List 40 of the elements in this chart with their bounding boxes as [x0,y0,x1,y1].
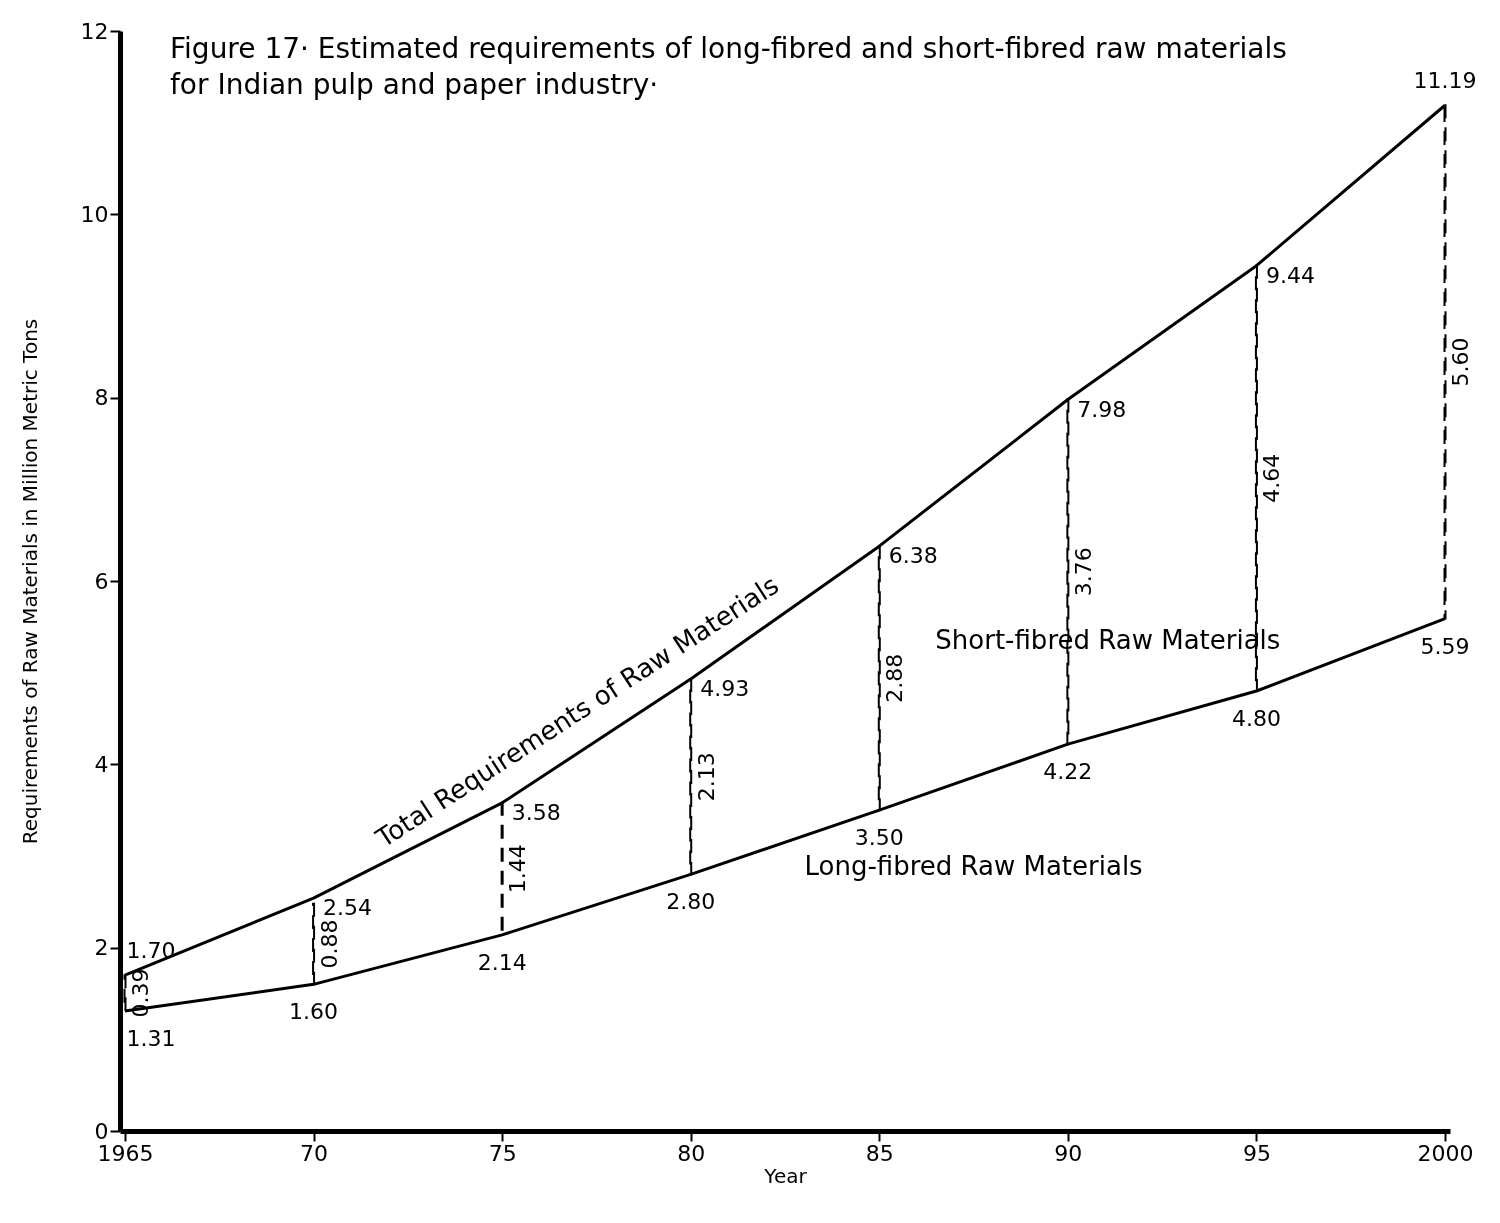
data-label: 0.88 [316,919,342,969]
data-label: 2.88 [882,653,908,703]
x-axis-title: Year [763,1163,808,1188]
x-tick-label: 70 [300,1140,329,1166]
data-label: 4.80 [1231,706,1281,731]
data-label: 3.50 [854,825,904,851]
data-label: 4.93 [700,676,750,702]
data-label: 1.31 [126,1025,176,1051]
x-tick-label: 80 [677,1140,706,1166]
bar [689,678,693,876]
bar [312,902,316,986]
y-axis-title: Requirements of Raw Materials in Million Metric Tons [17,318,42,845]
data-label: 2.80 [666,889,716,915]
x-tick-label: 75 [488,1140,517,1166]
data-label: 4.64 [1259,453,1285,503]
data-label: 5.59 [1420,633,1470,659]
data-label: 2.14 [477,949,527,975]
data-label: 4.22 [1043,759,1093,785]
y-tick-label: 6 [94,568,109,594]
data-label: 2.13 [693,752,719,802]
x-tick-label: 85 [865,1140,894,1166]
data-label: 3.76 [1070,547,1096,597]
data-label: 1.60 [289,999,339,1025]
data-label: 7.98 [1077,396,1127,422]
series-label: Long-fibred Raw Materials [804,851,1143,882]
data-label: 1.44 [505,844,531,894]
data-label: 11.19 [1413,68,1477,94]
x-tick-label: 95 [1242,1140,1271,1166]
x-tick-label: 90 [1054,1140,1083,1166]
y-tick-label: 12 [80,18,109,44]
data-label: 5.60 [1448,337,1473,387]
data-label: 9.44 [1265,262,1315,288]
y-tick-label: 10 [80,201,109,227]
y-tick-label: 8 [94,385,109,411]
data-label: 2.54 [323,895,373,921]
x-tick-label: 2000 [1417,1140,1474,1166]
text: Figure 17· Estimated requirements of long-fibred and short-fibred raw materials for Indian pulp and paper industry· [170,32,1287,101]
data-label: 6.38 [888,543,938,569]
y-tick-label: 4 [94,751,109,777]
y-tick-label: 2 [94,935,109,961]
